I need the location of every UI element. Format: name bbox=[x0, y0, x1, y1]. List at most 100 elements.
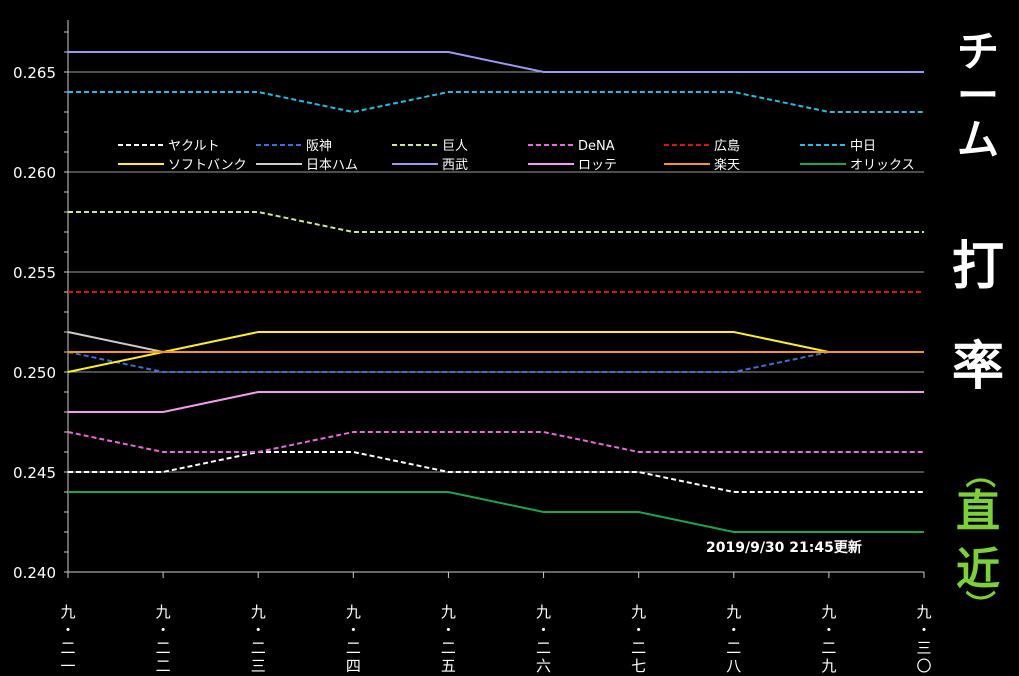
x-tick-char: 七 bbox=[631, 657, 646, 675]
legend-label: ヤクルト bbox=[168, 139, 220, 154]
y-tick-label: 0.265 bbox=[13, 64, 56, 82]
series-lines bbox=[67, 51, 924, 533]
x-tick-char: ・ bbox=[156, 621, 171, 639]
x-tick-char: ・ bbox=[60, 621, 75, 639]
y-tick-labels: 0.240 0.245 0.250 0.255 0.260 0.265 bbox=[13, 64, 56, 582]
x-tick-char: 九 bbox=[631, 603, 646, 621]
series-line bbox=[67, 331, 924, 373]
series-line bbox=[68, 91, 924, 114]
side-subtitle-char: ） bbox=[961, 590, 996, 620]
x-tick-char: 二 bbox=[156, 639, 171, 657]
x-tick-char: 六 bbox=[536, 657, 551, 675]
x-tick-char: ・ bbox=[251, 621, 266, 639]
legend-item: オリックス bbox=[800, 158, 915, 173]
x-tick-char: ・ bbox=[631, 621, 646, 639]
x-tick-char: 九 bbox=[821, 657, 836, 675]
legend-label: 広島 bbox=[714, 139, 740, 154]
y-tick-label: 0.245 bbox=[13, 464, 56, 482]
series-line bbox=[68, 451, 924, 493]
x-tick-char: 二 bbox=[251, 639, 266, 657]
x-tick-label: 九・二二 bbox=[156, 603, 171, 675]
x-tick-char: 二 bbox=[631, 639, 646, 657]
x-tick-char: 九 bbox=[60, 603, 75, 621]
series-line bbox=[67, 431, 924, 453]
side-subtitle-char: 直 bbox=[956, 486, 1000, 537]
y-tick-label: 0.250 bbox=[13, 364, 56, 382]
legend-label: 中日 bbox=[850, 139, 876, 154]
x-tick-label: 九・二六 bbox=[536, 603, 551, 675]
legend-label: ソフトバンク bbox=[168, 158, 247, 173]
legend-item: DeNA bbox=[528, 139, 615, 154]
x-tick-char: 九 bbox=[156, 603, 171, 621]
series-line bbox=[67, 331, 924, 353]
update-annotation: 2019/9/30 21:45更新 bbox=[706, 539, 862, 556]
x-tick-label: 九・二四 bbox=[346, 603, 361, 675]
y-tick-label: 0.260 bbox=[13, 164, 56, 182]
x-tick-char: 五 bbox=[441, 657, 456, 675]
x-tick-label: 九・二五 bbox=[441, 603, 456, 675]
legend-item: 西武 bbox=[392, 158, 468, 173]
legend-label: 楽天 bbox=[714, 157, 740, 173]
x-tick-label: 九・二八 bbox=[726, 603, 741, 675]
x-tick-char: 九 bbox=[251, 603, 266, 621]
x-tick-char: ・ bbox=[441, 621, 456, 639]
x-tick-char: 二 bbox=[346, 639, 361, 657]
x-tick-char: 九 bbox=[441, 603, 456, 621]
side-title-part: 打 bbox=[951, 237, 1004, 297]
x-tick-char: 九 bbox=[726, 603, 741, 621]
legend-label: DeNA bbox=[578, 139, 615, 154]
x-tick-char: 九 bbox=[916, 603, 931, 621]
legend-item: 巨人 bbox=[392, 139, 468, 154]
x-tick-char: 四 bbox=[346, 657, 361, 675]
x-tick-char: 八 bbox=[726, 657, 741, 675]
x-tick-char: 二 bbox=[821, 639, 836, 657]
x-tick-char: 二 bbox=[441, 639, 456, 657]
x-tick-char: 九 bbox=[821, 603, 836, 621]
x-tick-labels: 九・二一九・二二九・二三九・二四九・二五九・二六九・二七九・二八九・二九九・三〇 bbox=[60, 603, 931, 675]
x-tick-char: ・ bbox=[821, 621, 836, 639]
x-tick-label: 九・二七 bbox=[631, 603, 646, 675]
x-tick-char: 二 bbox=[156, 657, 171, 675]
x-tick-char: 一 bbox=[60, 657, 75, 675]
x-tick-char: 二 bbox=[60, 639, 75, 657]
x-tick-char: 二 bbox=[726, 639, 741, 657]
x-tick-char: 三 bbox=[916, 639, 931, 657]
legend-item: ソフトバンク bbox=[118, 158, 247, 173]
legend-label: オリックス bbox=[850, 158, 915, 173]
legend-item: ヤクルト bbox=[118, 139, 220, 154]
side-subtitle-char: 近 bbox=[956, 544, 1000, 595]
y-tick-label: 0.255 bbox=[13, 264, 56, 282]
series-line bbox=[68, 51, 924, 73]
side-title-part: 率 bbox=[951, 337, 1004, 397]
x-tick-char: 三 bbox=[251, 657, 266, 675]
y-tick-label: 0.240 bbox=[13, 564, 56, 582]
series-line bbox=[68, 391, 924, 413]
legend-item: 阪神 bbox=[256, 139, 332, 154]
legend-label: 日本ハム bbox=[306, 158, 358, 173]
legend-label: 阪神 bbox=[306, 139, 332, 154]
x-tick-char: ・ bbox=[536, 621, 551, 639]
x-tick-label: 九・三〇 bbox=[916, 603, 931, 675]
x-tick-label: 九・二一 bbox=[60, 603, 75, 675]
legend-label: ロッテ bbox=[578, 158, 617, 173]
legend-item: ロッテ bbox=[528, 158, 617, 173]
legend-item: 中日 bbox=[800, 139, 876, 154]
x-tick-char: ・ bbox=[916, 621, 931, 639]
x-tick-char: ・ bbox=[726, 621, 741, 639]
grid-lines bbox=[68, 71, 924, 473]
x-tick-char: ・ bbox=[346, 621, 361, 639]
legend-item: 楽天 bbox=[664, 157, 740, 173]
legend-item: 広島 bbox=[664, 139, 740, 154]
axes bbox=[64, 20, 925, 578]
x-tick-char: 九 bbox=[346, 603, 361, 621]
x-tick-char: 〇 bbox=[916, 657, 931, 675]
x-tick-char: 二 bbox=[536, 639, 551, 657]
legend-label: 西武 bbox=[442, 158, 468, 173]
x-tick-label: 九・二九 bbox=[821, 603, 836, 675]
legend-item: 日本ハム bbox=[256, 158, 358, 173]
series-line bbox=[67, 351, 924, 373]
x-tick-label: 九・二三 bbox=[251, 603, 266, 675]
side-title-part: チ ー ム bbox=[956, 27, 999, 165]
legend-label: 巨人 bbox=[442, 139, 468, 154]
